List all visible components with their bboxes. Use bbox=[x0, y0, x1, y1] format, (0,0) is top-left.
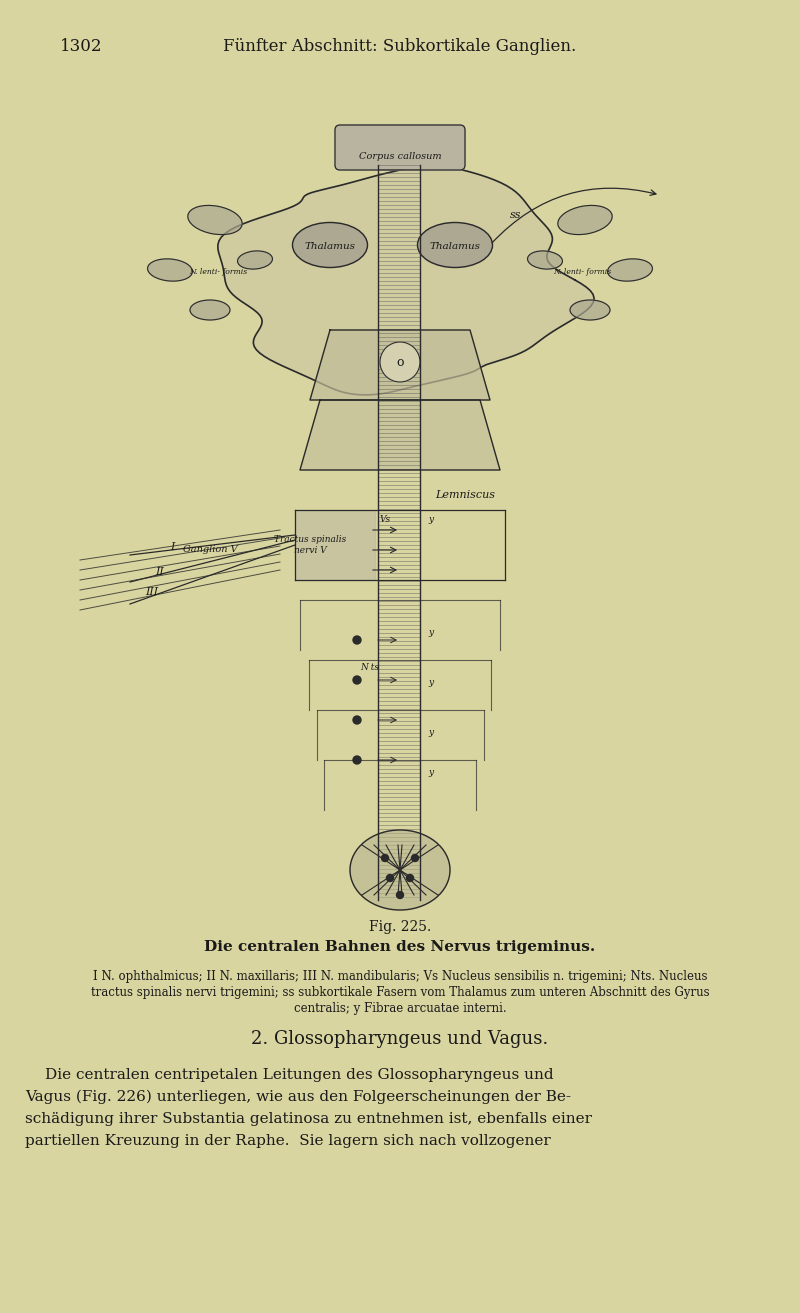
Text: Thalamus: Thalamus bbox=[305, 242, 355, 251]
Text: Ganglion V: Ganglion V bbox=[182, 545, 238, 554]
Text: 1302: 1302 bbox=[60, 38, 102, 55]
Text: partiellen Kreuzung in der Raphe.  Sie lagern sich nach vollzogener: partiellen Kreuzung in der Raphe. Sie la… bbox=[25, 1134, 550, 1148]
Ellipse shape bbox=[418, 222, 493, 268]
Text: Vagus (Fig. 226) unterliegen, wie aus den Folgeerscheinungen der Be-: Vagus (Fig. 226) unterliegen, wie aus de… bbox=[25, 1090, 571, 1104]
Text: y: y bbox=[428, 628, 433, 637]
FancyBboxPatch shape bbox=[335, 125, 465, 169]
Ellipse shape bbox=[607, 259, 653, 281]
Ellipse shape bbox=[147, 259, 193, 281]
Polygon shape bbox=[310, 330, 490, 400]
Circle shape bbox=[406, 874, 414, 881]
Ellipse shape bbox=[238, 251, 273, 269]
Polygon shape bbox=[300, 400, 500, 470]
Ellipse shape bbox=[293, 222, 367, 268]
Ellipse shape bbox=[570, 299, 610, 320]
Text: o: o bbox=[396, 356, 404, 369]
Text: Tractus spinalis
nervi V: Tractus spinalis nervi V bbox=[274, 536, 346, 554]
Circle shape bbox=[380, 341, 420, 382]
Circle shape bbox=[411, 855, 418, 861]
Circle shape bbox=[397, 892, 403, 898]
Text: 2. Glossopharyngeus und Vagus.: 2. Glossopharyngeus und Vagus. bbox=[251, 1029, 549, 1048]
Text: Vs: Vs bbox=[380, 515, 391, 524]
Polygon shape bbox=[218, 165, 594, 395]
Text: Corpus callosum: Corpus callosum bbox=[358, 151, 442, 160]
Circle shape bbox=[382, 855, 389, 861]
Bar bbox=[295, 509, 375, 580]
Text: Die centralen Bahnen des Nervus trigeminus.: Die centralen Bahnen des Nervus trigemin… bbox=[204, 940, 596, 955]
Text: schädigung ihrer Substantia gelatinosa zu entnehmen ist, ebenfalls einer: schädigung ihrer Substantia gelatinosa z… bbox=[25, 1112, 592, 1127]
Text: Thalamus: Thalamus bbox=[430, 242, 481, 251]
Text: III: III bbox=[145, 587, 158, 597]
Ellipse shape bbox=[350, 830, 450, 910]
Circle shape bbox=[353, 676, 361, 684]
Text: Die centralen centripetalen Leitungen des Glossopharyngeus und: Die centralen centripetalen Leitungen de… bbox=[45, 1067, 554, 1082]
Ellipse shape bbox=[527, 251, 562, 269]
Text: N. lenti- formis: N. lenti- formis bbox=[553, 268, 611, 276]
Text: N. lenti- formis: N. lenti- formis bbox=[189, 268, 247, 276]
Text: y: y bbox=[428, 727, 433, 737]
Circle shape bbox=[386, 874, 394, 881]
Text: tractus spinalis nervi trigemini; ss subkortikale Fasern vom Thalamus zum untere: tractus spinalis nervi trigemini; ss sub… bbox=[90, 986, 710, 999]
Text: I N. ophthalmicus; II N. maxillaris; III N. mandibularis; Vs Nucleus sensibilis : I N. ophthalmicus; II N. maxillaris; III… bbox=[93, 970, 707, 983]
Text: y: y bbox=[428, 515, 433, 524]
Text: centralis; y Fibrae arcuatae interni.: centralis; y Fibrae arcuatae interni. bbox=[294, 1002, 506, 1015]
Text: Lemniscus: Lemniscus bbox=[435, 490, 495, 500]
Ellipse shape bbox=[558, 205, 612, 235]
Ellipse shape bbox=[190, 299, 230, 320]
Text: ss: ss bbox=[510, 210, 522, 221]
Circle shape bbox=[353, 635, 361, 643]
Text: II: II bbox=[155, 567, 164, 576]
Text: N ts: N ts bbox=[360, 663, 379, 672]
Text: Fig. 225.: Fig. 225. bbox=[369, 920, 431, 934]
Circle shape bbox=[353, 756, 361, 764]
Text: I: I bbox=[170, 542, 174, 551]
Text: y: y bbox=[428, 768, 433, 777]
Text: y: y bbox=[428, 678, 433, 687]
Text: Fünfter Abschnitt: Subkortikale Ganglien.: Fünfter Abschnitt: Subkortikale Ganglien… bbox=[223, 38, 577, 55]
Ellipse shape bbox=[188, 205, 242, 235]
Circle shape bbox=[353, 716, 361, 723]
